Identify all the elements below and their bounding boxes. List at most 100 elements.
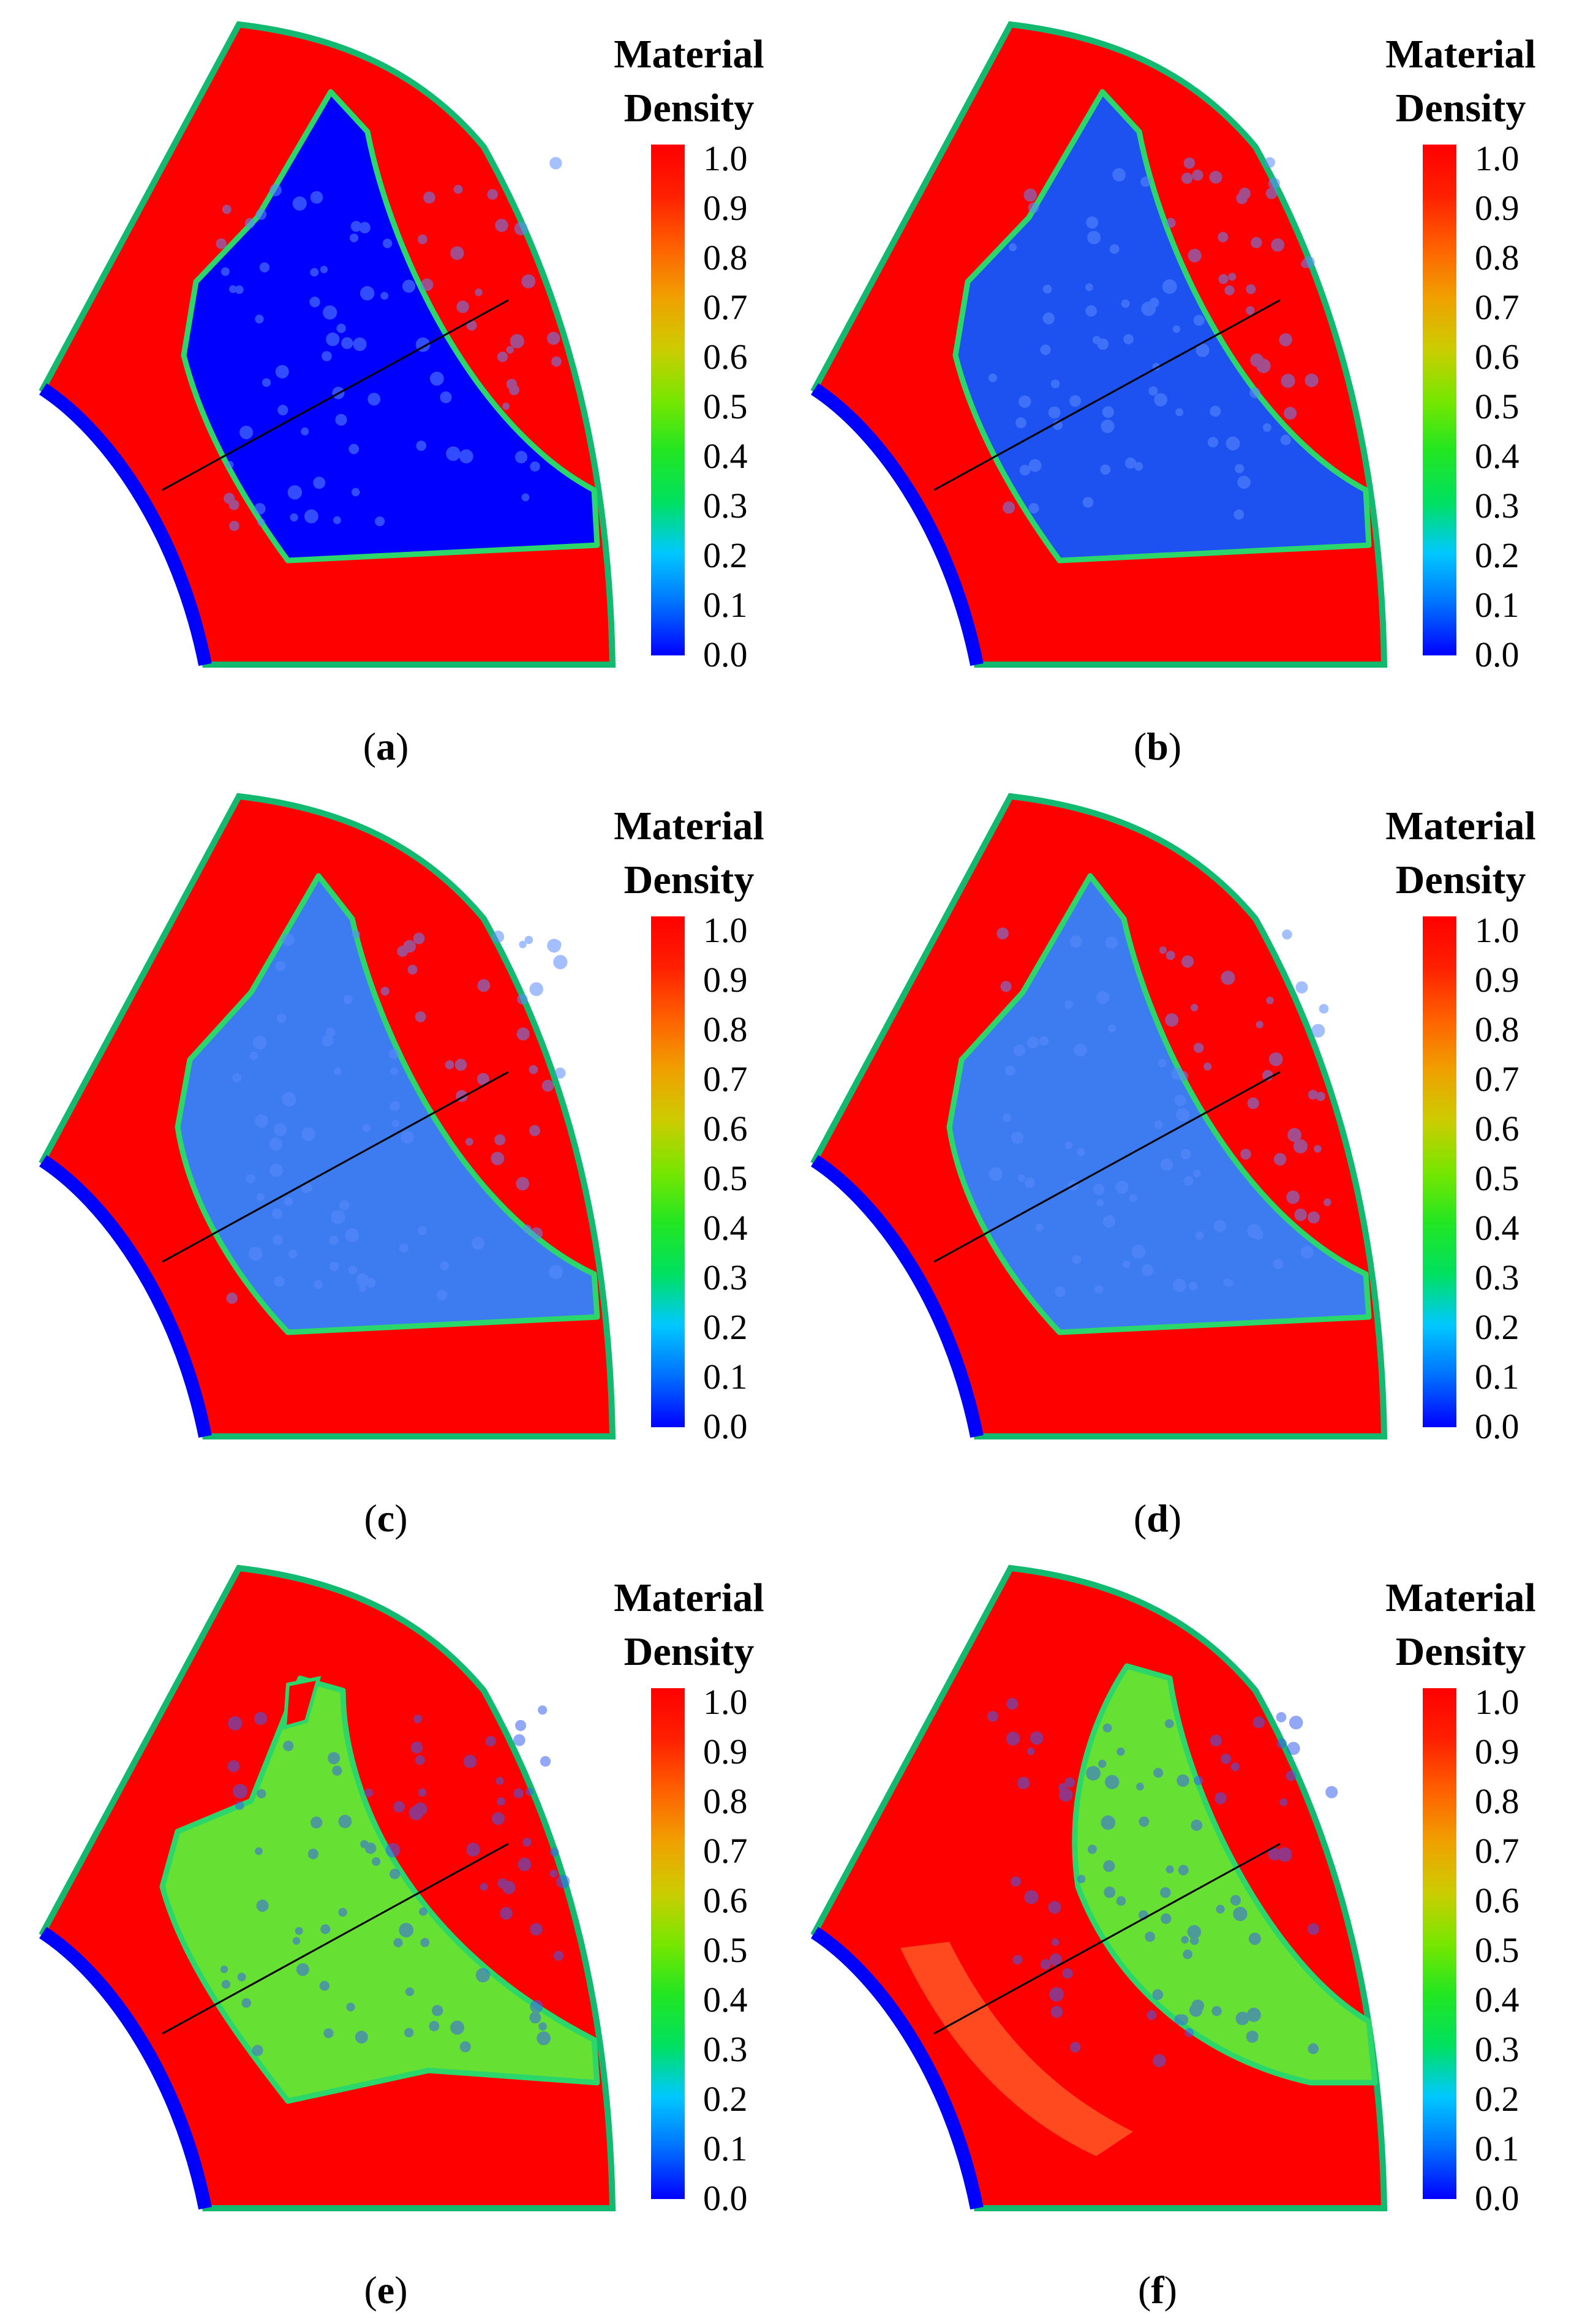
speckle-dot xyxy=(328,1752,341,1765)
speckle-dot xyxy=(1117,1747,1125,1756)
speckle-dot xyxy=(1112,168,1126,182)
speckle-dot xyxy=(1210,1735,1222,1747)
colorbar xyxy=(651,145,685,655)
speckle-dot xyxy=(355,2031,368,2044)
speckle-dot xyxy=(320,1924,331,1934)
speckle-dot xyxy=(382,238,393,249)
colorbar-tick-label: 0.0 xyxy=(1475,2178,1520,2218)
speckle-dot xyxy=(407,964,418,975)
speckle-dot xyxy=(1246,2030,1259,2043)
speckle-dot xyxy=(1000,981,1012,992)
panel-caption: (a) xyxy=(363,725,409,768)
colorbar-tick-label: 0.9 xyxy=(703,960,748,1000)
speckle-dot xyxy=(540,1756,551,1767)
speckle-dot xyxy=(257,1789,266,1798)
speckle-dot xyxy=(220,267,230,276)
speckle-dot xyxy=(517,994,528,1005)
speckle-dot xyxy=(222,205,232,214)
speckle-dot xyxy=(1024,1890,1039,1904)
inner-arc-void-band xyxy=(39,383,212,666)
colorbar-tick-label: 0.3 xyxy=(703,1258,748,1297)
legend-title-line2: Density xyxy=(624,1629,755,1674)
speckle-dot xyxy=(509,385,520,396)
speckle-dot xyxy=(301,427,309,436)
speckle-dot xyxy=(341,337,353,349)
speckle-dot xyxy=(269,1137,283,1151)
speckle-dot xyxy=(349,233,359,243)
speckle-dot xyxy=(1017,1776,1030,1789)
colorbar-tick-label: 0.6 xyxy=(703,1881,748,1920)
speckle-dot xyxy=(405,1987,415,1996)
speckle-dot xyxy=(1153,2054,1166,2067)
legend-title-line2: Density xyxy=(624,86,755,130)
colorbar-tick-label: 0.7 xyxy=(1475,287,1520,327)
speckle-dot xyxy=(459,2041,471,2053)
speckle-dot xyxy=(241,1998,252,2008)
speckle-dot xyxy=(254,1711,268,1726)
speckle-dot xyxy=(292,1937,301,1945)
speckle-dot xyxy=(335,413,347,426)
speckle-dot xyxy=(1077,1874,1086,1884)
speckle-dot xyxy=(1183,1949,1192,1960)
panel-caption: (b) xyxy=(1134,725,1181,768)
speckle-dot xyxy=(1189,2004,1203,2017)
colorbar-tick-label: 0.6 xyxy=(703,337,748,377)
speckle-dot xyxy=(417,1226,427,1236)
speckle-dot xyxy=(1087,1844,1097,1854)
speckle-dot xyxy=(1294,1208,1307,1221)
speckle-dot xyxy=(1094,1285,1104,1294)
symmetry-line xyxy=(933,1071,1281,1263)
speckle-dot xyxy=(463,1754,477,1768)
inner-arc-void-band xyxy=(39,1926,212,2210)
speckle-dot xyxy=(365,1278,376,1288)
speckle-dot xyxy=(262,378,271,387)
speckle-dot xyxy=(497,1797,505,1806)
speckle-dot xyxy=(476,1073,489,1085)
speckle-dot xyxy=(224,492,235,504)
speckle-dot xyxy=(1308,1211,1320,1224)
speckle-dot xyxy=(1076,1147,1085,1156)
symmetry-line xyxy=(162,1071,509,1263)
colorbar-tick-label: 0.4 xyxy=(1475,1980,1520,2020)
speckle-dot xyxy=(459,449,473,464)
colorbar-tick-label: 0.2 xyxy=(1475,535,1520,575)
speckle-dot xyxy=(273,1234,284,1245)
optimized-region xyxy=(946,873,1372,1335)
speckle-dot xyxy=(1273,1153,1287,1166)
speckle-dot xyxy=(1319,1003,1329,1014)
speckle-dot xyxy=(1093,1183,1105,1195)
panel-caption: (f) xyxy=(1138,2268,1177,2312)
speckle-dot xyxy=(1051,1938,1060,1946)
speckle-dot xyxy=(292,196,307,211)
speckle-dot xyxy=(514,222,528,236)
speckle-dot xyxy=(1187,1925,1202,1939)
speckle-dot xyxy=(1316,1092,1325,1101)
speckle-dot xyxy=(1105,1775,1120,1789)
speckle-dot xyxy=(1142,1264,1154,1277)
speckle-dot xyxy=(304,509,318,524)
legend-title-line1: Material xyxy=(614,32,764,77)
speckle-dot xyxy=(1282,929,1292,940)
colorbar-tick-label: 1.0 xyxy=(1475,138,1520,178)
optimized-region xyxy=(952,89,1372,564)
speckle-dot xyxy=(1026,1036,1039,1049)
colorbar-tick-label: 0.4 xyxy=(1475,436,1520,476)
colorbar-tick-label: 0.1 xyxy=(1475,2129,1520,2168)
speckle-dot xyxy=(1251,236,1262,249)
colorbar-tick-label: 0.5 xyxy=(703,1158,748,1198)
speckle-dot xyxy=(235,1801,244,1810)
speckle-dot xyxy=(1134,462,1143,471)
speckle-dot xyxy=(429,2021,440,2032)
speckle-dot xyxy=(256,1900,269,1912)
speckle-dot xyxy=(255,1847,263,1855)
speckle-dot xyxy=(1049,1953,1062,1966)
speckle-dot xyxy=(403,940,416,953)
speckle-dot xyxy=(1008,243,1017,252)
speckle-dot xyxy=(332,1765,342,1776)
speckle-dot xyxy=(1149,297,1159,308)
speckle-dot xyxy=(1102,1723,1112,1733)
speckle-dot xyxy=(269,184,282,197)
density-speckle xyxy=(220,1705,570,2056)
speckle-dot xyxy=(359,222,371,233)
